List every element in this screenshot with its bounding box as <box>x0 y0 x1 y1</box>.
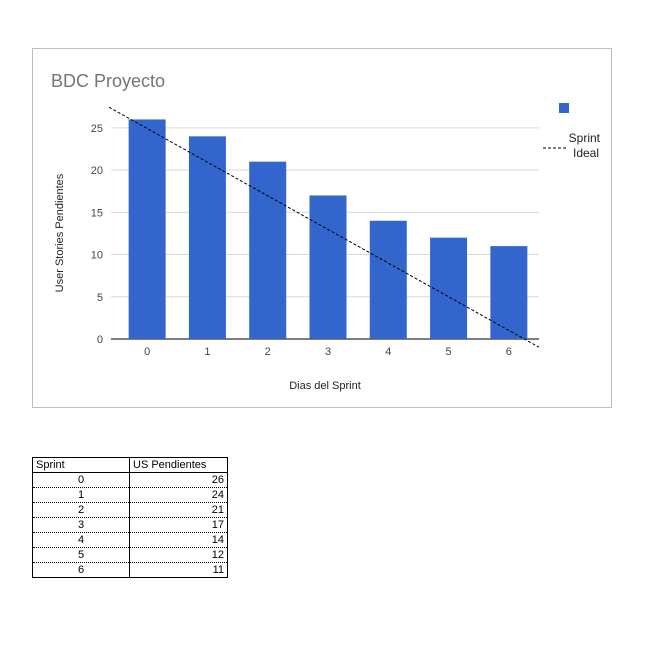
y-tick-label: 20 <box>91 165 103 177</box>
table-header-row: Sprint US Pendientes <box>32 457 228 473</box>
table-row: 1 24 <box>32 487 228 503</box>
bar <box>490 246 528 339</box>
bar <box>369 220 407 339</box>
table-cell-us-pendientes: 21 <box>129 502 228 518</box>
x-tick-label: 2 <box>265 346 271 358</box>
table-row: 6 11 <box>32 562 228 578</box>
y-tick-label: 25 <box>91 123 103 135</box>
table-cell-us-pendientes: 11 <box>129 562 228 578</box>
y-tick-label: 5 <box>97 292 103 304</box>
ideal-line-series <box>108 106 540 348</box>
y-tick-label: 15 <box>91 207 103 219</box>
y-tick-label: 0 <box>97 334 103 346</box>
table-cell-us-pendientes: 26 <box>129 472 228 488</box>
legend-ideal-label: Sprint Ideal <box>569 131 604 160</box>
x-tick-label: 1 <box>204 346 210 358</box>
table-row: 4 14 <box>32 532 228 548</box>
x-tick-label: 5 <box>446 346 452 358</box>
legend-bar-swatch <box>559 103 569 113</box>
data-table: Sprint US Pendientes 0 26 1 24 2 21 3 17 4 14 5 12 6… <box>32 457 228 578</box>
table-cell-sprint: 0 <box>32 472 130 488</box>
bar <box>249 161 287 339</box>
table-row: 2 21 <box>32 502 228 518</box>
tick-labels: 0 5 10 15 20 25 0 1 2 3 4 5 6 <box>91 123 512 358</box>
bar <box>188 136 226 339</box>
x-tick-label: 0 <box>144 346 150 358</box>
bar <box>430 237 468 339</box>
legend: Sprint Ideal <box>543 103 604 160</box>
table-cell-us-pendientes: 17 <box>129 517 228 533</box>
table-row: 3 17 <box>32 517 228 533</box>
y-axis-label: User Stories Pendientes <box>54 173 66 292</box>
x-tick-label: 4 <box>385 346 391 358</box>
table-row: 0 26 <box>32 472 228 488</box>
table-cell-sprint: 3 <box>32 517 130 533</box>
table-cell-sprint: 1 <box>32 487 130 503</box>
bar <box>309 195 347 339</box>
x-tick-label: 3 <box>325 346 331 358</box>
x-axis-label: Dias del Sprint <box>289 380 361 392</box>
x-tick-label: 6 <box>506 346 512 358</box>
table-cell-us-pendientes: 24 <box>129 487 228 503</box>
chart-svg: BDC Proyecto User Stories Pendientes Dia… <box>51 71 604 392</box>
table-cell-sprint: 2 <box>32 502 130 518</box>
y-tick-label: 10 <box>91 250 103 262</box>
chart-title: BDC Proyecto <box>51 71 165 91</box>
ideal-line <box>108 106 540 348</box>
table-row: 5 12 <box>32 547 228 563</box>
table-header-us-pendientes: US Pendientes <box>129 457 228 473</box>
table-cell-us-pendientes: 14 <box>129 532 228 548</box>
bar-series <box>128 119 528 339</box>
table-header-sprint: Sprint <box>32 457 130 473</box>
chart-container: BDC Proyecto User Stories Pendientes Dia… <box>32 48 612 408</box>
table-cell-sprint: 4 <box>32 532 130 548</box>
table-cell-sprint: 6 <box>32 562 130 578</box>
table-cell-sprint: 5 <box>32 547 130 563</box>
table-cell-us-pendientes: 12 <box>129 547 228 563</box>
bar <box>128 119 166 339</box>
